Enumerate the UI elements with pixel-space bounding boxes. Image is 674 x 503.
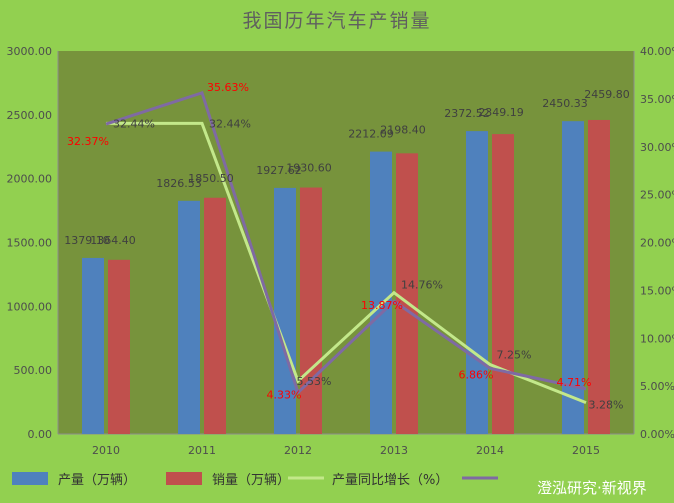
bar-production-data-label: 1826.53 [156,177,202,190]
y-right-tick-label: 30.00% [640,141,674,154]
bar-sales [492,134,514,435]
x-tick-label: 2014 [476,444,504,457]
bar-sales [588,119,610,435]
bar-production [370,151,392,434]
legend-swatch-production [12,472,48,485]
watermark-text: 澄泓研究·新视界 [537,479,647,497]
y-left-tick-label: 3000.00 [7,45,53,58]
bar-sales [108,259,130,434]
line-sales-growth [105,90,587,396]
bar-sales [204,197,226,434]
bar-sales-data-label: 1364.40 [90,234,136,247]
y-right-tick-label: 10.00% [640,332,674,345]
legend-label-production-growth: 产量同比增长（%） [332,473,448,488]
line-production-growth-label: 32.44% [209,117,251,130]
line-production-growth-label: 5.53% [297,375,332,388]
legend-swatch-sales [166,472,202,485]
y-right-tick-label: 0.00% [640,428,674,441]
y-right-tick-label: 20.00% [640,237,674,250]
bar-production [178,200,200,434]
legend-label-sales: 销量（万辆） [212,473,290,488]
bar-production [562,121,584,435]
y-left-tick-label: 1000.00 [7,300,53,313]
line-sales-growth-label: 6.86% [459,368,494,381]
y-right-tick-label: 25.00% [640,189,674,202]
bar-sales-data-label: 2198.40 [380,123,426,136]
y-right-tick-label: 35.00% [640,93,674,106]
bar-sales-data-label: 1930.60 [286,162,332,175]
line-sales-growth-label: 13.87% [361,299,403,312]
line-production-growth-label: 32.44% [113,117,155,130]
bar-production-data-label: 2212.09 [348,128,394,141]
y-left-tick-label: 0.00 [28,428,53,441]
x-tick-label: 2011 [188,444,216,457]
y-left-tick-label: 2500.00 [7,109,53,122]
bar-production-data-label: 1379.10 [64,234,110,247]
plot-area [58,51,634,434]
bar-production-data-label: 1927.62 [256,164,302,177]
y-left-tick-label: 2000.00 [7,173,53,186]
y-right-tick-label: 5.00% [640,380,674,393]
x-tick-label: 2010 [92,444,120,457]
x-tick-label: 2012 [284,444,312,457]
y-right-tick-label: 40.00% [640,45,674,58]
bar-production-data-label: 2372.52 [444,107,490,120]
line-production-growth-label: 7.25% [497,349,532,362]
line-sales-growth-label: 4.33% [267,389,302,402]
line-sales-growth-label: 35.63% [207,81,249,94]
line-production-growth-label: 3.28% [589,399,624,412]
bar-production [466,131,488,434]
line-sales-growth-label: 32.37% [67,135,109,148]
bar-production-data-label: 2450.33 [542,97,588,110]
x-tick-label: 2015 [572,444,600,457]
x-tick-label: 2013 [380,444,408,457]
y-left-tick-label: 1500.00 [7,237,53,250]
bar-sales-data-label: 2349.19 [478,106,524,119]
legend-label-production: 产量（万辆） [58,473,136,488]
bar-production [82,257,104,434]
bar-sales-data-label: 1850.50 [188,172,234,185]
y-left-tick-label: 500.00 [14,364,53,377]
line-production-growth-label: 14.76% [401,279,443,292]
bar-sales [300,187,322,434]
bar-sales-data-label: 2459.80 [584,88,630,101]
bar-sales [396,153,418,435]
chart-title: 我国历年汽车产销量 [242,10,431,32]
y-right-tick-label: 15.00% [640,284,674,297]
line-sales-growth-label: 4.71% [557,376,592,389]
